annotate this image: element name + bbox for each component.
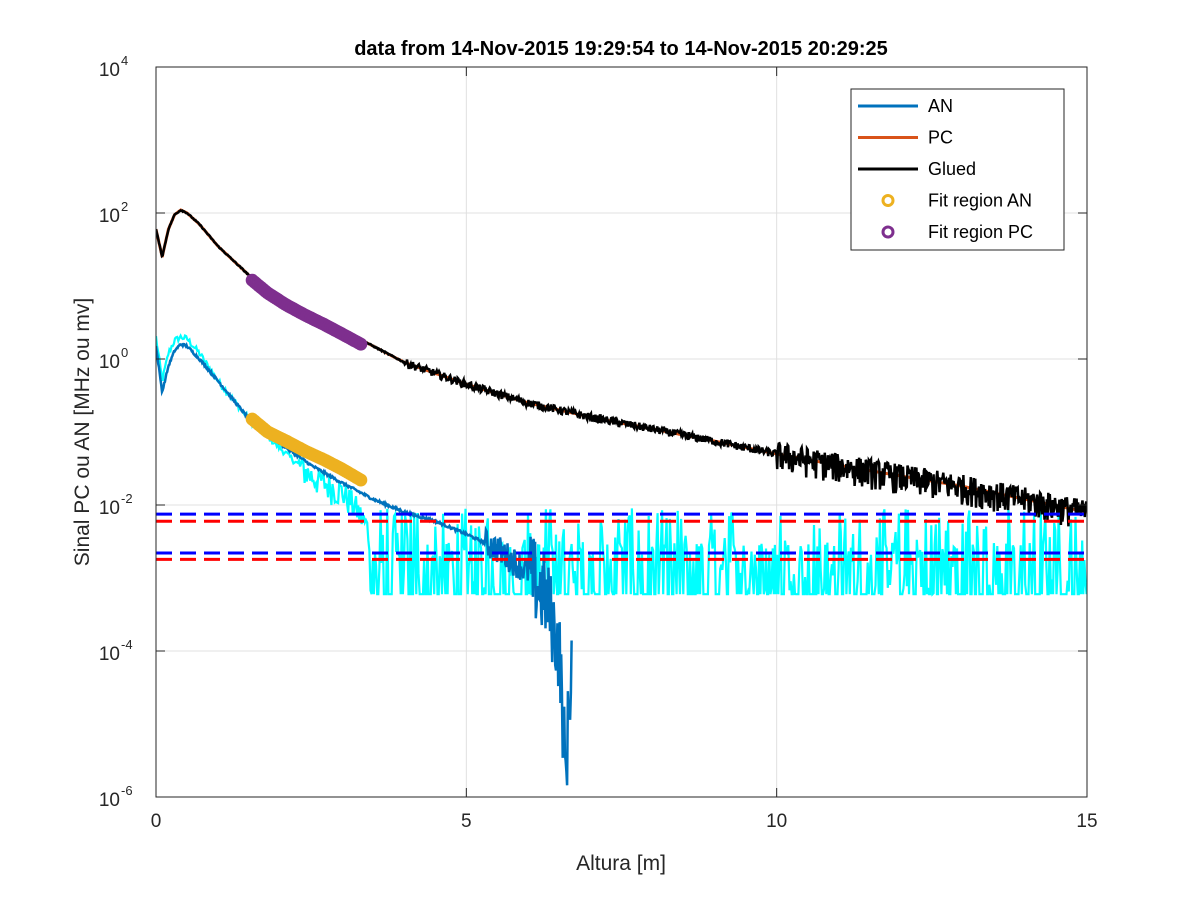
legend-label: AN: [928, 96, 953, 116]
y-tick-label: 10 4: [99, 53, 128, 81]
chart-title: data from 14-Nov-2015 19:29:54 to 14-Nov…: [354, 38, 888, 60]
legend-item: Fit region PC: [881, 222, 1033, 242]
y-tick-exponent: 2: [121, 199, 128, 214]
x-tick-label: 0: [151, 811, 162, 832]
plot-area: [156, 208, 1087, 786]
legend-label: Fit region AN: [928, 191, 1032, 211]
legend: AN PC Glued Fit region AN Fit region PC: [850, 88, 1065, 251]
legend-item: PC: [858, 128, 953, 148]
series-layer: [156, 208, 1087, 786]
legend-item: Fit region AN: [881, 191, 1032, 211]
series-line-cyan: [156, 333, 1087, 597]
axes-box: [155, 66, 1088, 798]
legend-item: Glued: [858, 159, 976, 179]
legend-label: Glued: [928, 159, 976, 179]
y-tick-base: 10: [99, 498, 120, 519]
x-tick-label: 15: [1076, 811, 1097, 832]
x-tick-label: 5: [461, 811, 472, 832]
y-tick-label: 10 0: [99, 345, 128, 373]
x-ticks: 0 5 10 15: [151, 67, 1098, 832]
legend-item: AN: [858, 96, 953, 116]
y-axis-label: Sinal PC ou AN [MHz ou mv]: [71, 298, 94, 566]
legend-swatch: [881, 194, 895, 207]
y-tick-base: 10: [99, 790, 120, 811]
y-tick-base: 10: [99, 352, 120, 373]
legend-label: PC: [928, 128, 953, 148]
fit-region-an-marker: [354, 473, 368, 487]
y-tick-base: 10: [99, 644, 120, 665]
y-tick-exponent: -4: [121, 637, 133, 652]
fit-region-an: [245, 412, 368, 487]
x-axis-label: Altura [m]: [576, 852, 666, 875]
y-tick-exponent: -6: [121, 783, 133, 798]
y-tick-label: 10 2: [99, 199, 128, 227]
fit-region-pc: [245, 273, 368, 351]
y-tick-exponent: 0: [121, 345, 128, 360]
y-tick-base: 10: [99, 60, 120, 81]
legend-label: Fit region PC: [928, 222, 1033, 242]
fit-region-pc-marker: [354, 337, 368, 351]
y-tick-label: 10 -4: [99, 637, 133, 665]
y-tick-exponent: -2: [121, 491, 133, 506]
y-tick-label: 10 -6: [99, 783, 133, 811]
x-tick-label: 10: [766, 811, 787, 832]
legend-swatch: [881, 225, 895, 239]
y-tick-label: 10 -2: [99, 491, 133, 519]
y-tick-base: 10: [99, 206, 120, 227]
y-tick-exponent: 4: [121, 53, 128, 68]
series-line-an: [156, 342, 573, 786]
